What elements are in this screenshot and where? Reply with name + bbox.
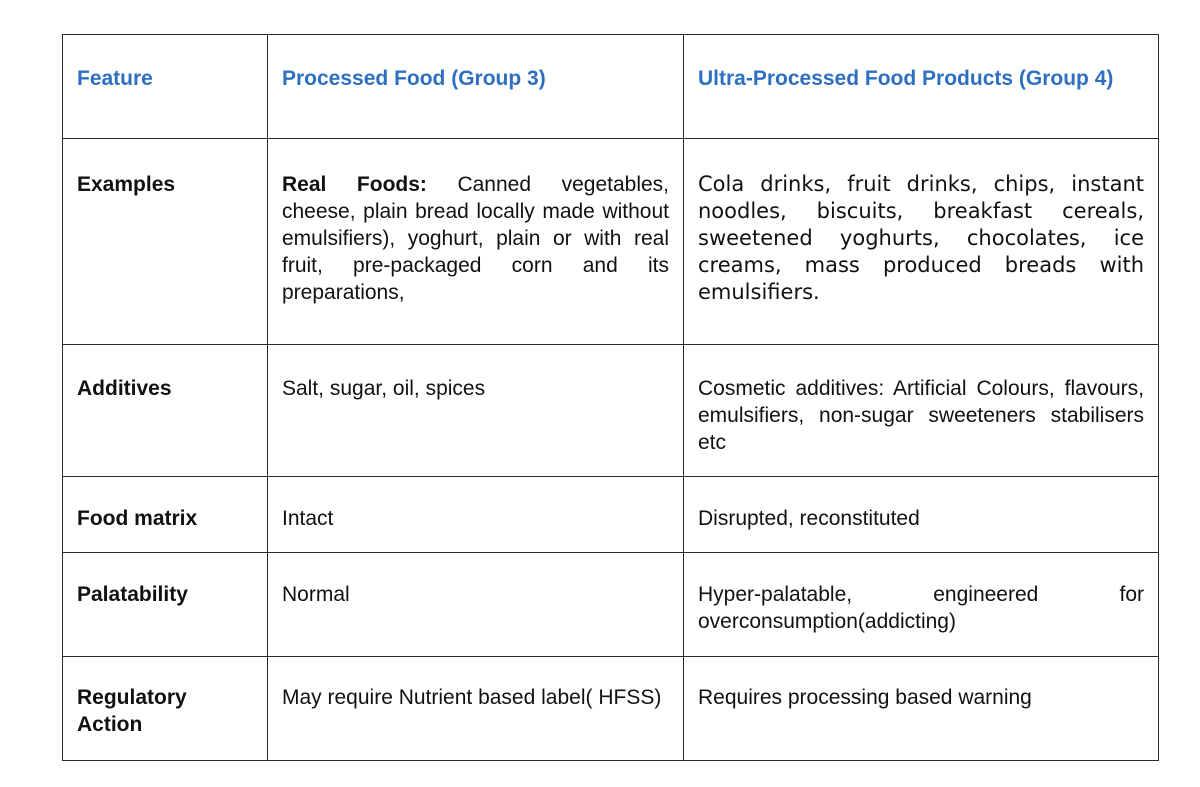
- header-feature: Feature: [62, 34, 268, 139]
- group4-cell: Requires processing based warning: [683, 656, 1159, 761]
- table-row: Examples Real Foods: Canned vegetables, …: [62, 138, 1159, 345]
- feature-cell: Palatability: [62, 552, 268, 657]
- table-row: Additives Salt, sugar, oil, spices Cosme…: [62, 344, 1159, 477]
- group3-cell: Real Foods: Canned vegetables, cheese, p…: [267, 138, 684, 345]
- group4-cell: Cola drinks, fruit drinks, chips, instan…: [683, 138, 1159, 345]
- header-group3: Processed Food (Group 3): [267, 34, 684, 139]
- group3-text: Canned vegetables, cheese, plain bread l…: [282, 173, 669, 304]
- group4-cell: Hyper-palatable, engineered for overconsu…: [683, 552, 1159, 657]
- group3-cell: Normal: [267, 552, 684, 657]
- feature-cell: Food matrix: [62, 476, 268, 553]
- header-group4: Ultra-Processed Food Products (Group 4): [683, 34, 1159, 139]
- comparison-table: Feature Processed Food (Group 3) Ultra-P…: [62, 34, 1159, 761]
- group3-cell: Intact: [267, 476, 684, 553]
- table-header-row: Feature Processed Food (Group 3) Ultra-P…: [62, 34, 1159, 139]
- table-row: Palatability Normal Hyper-palatable, eng…: [62, 552, 1159, 657]
- real-foods-label: Real Foods:: [282, 173, 427, 196]
- group4-line2: overconsumption(addicting): [698, 610, 956, 633]
- feature-cell: Additives: [62, 344, 268, 477]
- feature-cell: Examples: [62, 138, 268, 345]
- table-row: Food matrix Intact Disrupted, reconstitu…: [62, 476, 1159, 553]
- table-row: Regulatory Action May require Nutrient b…: [62, 656, 1159, 761]
- group3-cell: May require Nutrient based label( HFSS): [267, 656, 684, 761]
- group4-line1: Hyper-palatable, engineered for: [698, 583, 1144, 606]
- group3-cell: Salt, sugar, oil, spices: [267, 344, 684, 477]
- group4-cell: Disrupted, reconstituted: [683, 476, 1159, 553]
- group4-cell: Cosmetic additives: Artificial Colours, …: [683, 344, 1159, 477]
- feature-cell: Regulatory Action: [62, 656, 268, 761]
